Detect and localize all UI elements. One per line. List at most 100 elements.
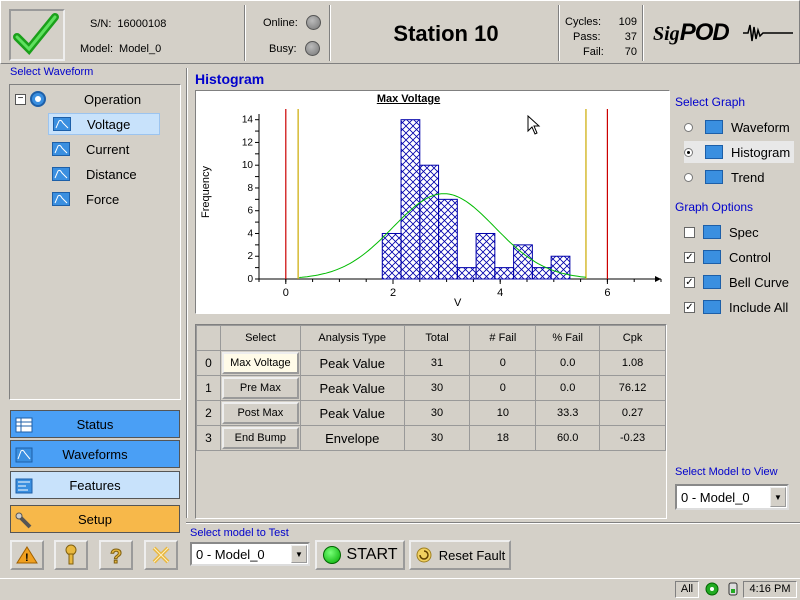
graph-option-histogram[interactable]: Histogram [684, 141, 794, 163]
status-nav-label: Status [76, 416, 114, 432]
table-cell: 1.08 [599, 350, 666, 376]
table-cell: Peak Value [299, 350, 405, 376]
model-test-value: 0 - Model_0 [196, 546, 265, 562]
y-tick-label: 12 [242, 137, 254, 148]
select-model-test-label: Select model to Test [190, 527, 289, 539]
table-cell: 33.3 [535, 400, 601, 426]
graph-option-bell-curve[interactable]: ✓ Bell Curve [684, 271, 789, 293]
tree-item-force[interactable]: Force [48, 188, 160, 210]
status-nav-button[interactable]: Status [10, 410, 180, 438]
checkbox[interactable]: ✓ [684, 276, 695, 288]
svg-text:!: ! [25, 552, 29, 564]
radio-button[interactable] [684, 147, 693, 157]
tree-item-distance[interactable]: Distance [48, 163, 160, 185]
table-header: # Fail [469, 325, 537, 351]
exit-button[interactable] [144, 540, 178, 570]
histogram-bar [531, 267, 552, 280]
help-button[interactable]: ? [99, 540, 133, 570]
tree-root-operation[interactable]: Operation [84, 91, 142, 107]
graph-option-include-all[interactable]: ✓ Include All [684, 296, 788, 318]
status-table-icon [15, 417, 33, 433]
table-cell: 0.0 [535, 375, 601, 401]
checkbox[interactable] [684, 226, 695, 238]
table-row: 2 Post Max Peak Value 30 10 33.3 0.27 [196, 400, 666, 426]
table-cell: 2 [196, 400, 221, 426]
table-cell: 0 [469, 350, 537, 376]
pass-check-icon [9, 9, 65, 61]
select-row-button[interactable]: Max Voltage [219, 350, 301, 376]
y-tick-label: 4 [247, 228, 253, 239]
histogram-chart: 0 2 4 6 8 10 12 14 0 2 4 6 Max Voltage Frequency V [195, 90, 670, 314]
graph-type-icon [705, 120, 723, 134]
checkbox[interactable]: ✓ [684, 251, 695, 263]
graph-option-waveform[interactable]: Waveform [684, 116, 790, 138]
table-cell: 30 [403, 375, 471, 401]
select-button-label: End Bump [221, 427, 299, 449]
graph-option-check-label: Control [729, 249, 771, 265]
tree-item-label: Force [86, 191, 120, 207]
y-tick-label: 6 [247, 206, 253, 217]
table-row: 3 End Bump Envelope 30 18 60.0 -0.23 [196, 425, 666, 451]
model-view-select[interactable]: 0 - Model_0 ▼ [675, 484, 789, 510]
x-tick-label: 4 [497, 287, 503, 299]
radio-button[interactable] [684, 122, 693, 132]
help-icon: ? [110, 546, 123, 567]
table-cell: -0.23 [599, 425, 666, 451]
header-bar: S/N: 16000108 Model: Model_0 Online: Busy:… [0, 0, 800, 64]
setup-nav-button[interactable]: Setup [10, 505, 180, 533]
chart-ylabel: Frequency [200, 166, 212, 218]
table-header [196, 325, 221, 351]
logo-wave-icon [743, 24, 793, 42]
select-waveform-title: Select Waveform [10, 66, 94, 78]
tree-item-voltage[interactable]: Voltage [48, 113, 160, 135]
table-cell: 76.12 [599, 375, 666, 401]
y-tick-label: 10 [242, 160, 254, 171]
online-label: Online: [263, 16, 298, 29]
table-cell: Envelope [299, 425, 405, 451]
graph-option-trend[interactable]: Trend [684, 166, 764, 188]
waveform-icon [52, 142, 70, 156]
waveform-icon [52, 167, 70, 181]
station-title: Station 10 [393, 21, 499, 46]
features-nav-button[interactable]: Features [10, 471, 180, 499]
collapse-icon[interactable]: − [15, 93, 26, 105]
table-cell: 1 [196, 375, 221, 401]
graph-option-control[interactable]: ✓ Control [684, 246, 771, 268]
waveforms-nav-label: Waveforms [62, 446, 128, 462]
svg-text:?: ? [110, 546, 122, 566]
start-icon [322, 546, 341, 564]
chevron-down-icon: ▼ [291, 545, 307, 563]
radio-button[interactable] [684, 172, 693, 182]
start-button[interactable]: START [315, 540, 405, 570]
select-button-label: Pre Max [221, 377, 299, 399]
features-nav-icon [15, 478, 33, 494]
graph-option-check-label: Spec [729, 224, 759, 240]
graph-option-check-label: Bell Curve [729, 274, 789, 290]
checkbox[interactable]: ✓ [684, 301, 695, 313]
option-icon [703, 275, 721, 289]
table-header: Select [219, 325, 301, 351]
select-row-button[interactable]: Post Max [219, 400, 301, 426]
key-icon [65, 544, 77, 565]
model-test-select[interactable]: 0 - Model_0 ▼ [190, 542, 310, 566]
histogram-svg: 0 2 4 6 8 10 12 14 0 2 4 6 [242, 109, 662, 299]
x-tick-label: 0 [283, 287, 289, 299]
reset-fault-button[interactable]: Reset Fault [409, 540, 511, 570]
graph-option-spec[interactable]: Spec [684, 221, 759, 243]
waveforms-nav-button[interactable]: Waveforms [10, 440, 180, 468]
graph-option-label: Waveform [731, 119, 790, 135]
logo-sig: Sig [653, 23, 680, 45]
x-axis-arrow [655, 276, 661, 282]
warning-button[interactable]: ! [10, 540, 44, 570]
select-row-button[interactable]: End Bump [219, 425, 301, 451]
table-cell: 18 [469, 425, 537, 451]
waveforms-nav-icon [15, 447, 33, 463]
tree-item-label: Voltage [87, 116, 131, 132]
tree-item-current[interactable]: Current [48, 138, 160, 160]
y-tick-label: 2 [247, 251, 253, 262]
table-row: 1 Pre Max Peak Value 30 0 0.0 76.12 [196, 375, 666, 401]
key-button[interactable] [54, 540, 88, 570]
graph-type-icon [705, 170, 723, 184]
select-row-button[interactable]: Pre Max [219, 375, 301, 401]
fail-label: Fail: [583, 46, 604, 58]
